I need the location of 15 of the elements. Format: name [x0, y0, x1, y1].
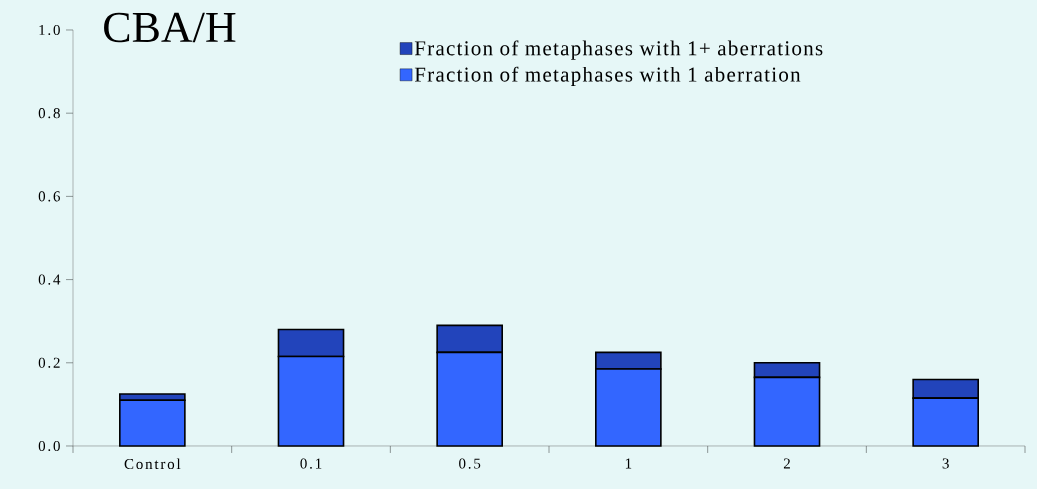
x-tick-label: Control — [124, 458, 181, 470]
x-tick-label: 3 — [942, 458, 949, 469]
y-tick-label: 0.0 — [38, 440, 60, 452]
y-tick-label: 1.0 — [39, 24, 60, 36]
y-tick-label: 0.8 — [38, 108, 60, 119]
y-tick-label: 0.6 — [38, 191, 61, 202]
x-tick-label: 2 — [783, 458, 790, 469]
chart-title: CBA/H — [104, 12, 236, 43]
y-tick-label: 0.4 — [38, 274, 61, 285]
x-tick-label: 0.1 — [300, 458, 322, 469]
legend-label: Fraction of metaphases with 1+ aberrations — [414, 40, 823, 60]
x-tick-label: 0.5 — [459, 458, 481, 469]
y-tick-label: 0.2 — [38, 357, 60, 368]
legend-label: Fraction of metaphases with 1 aberration — [414, 66, 801, 86]
x-tick-label: 1 — [625, 458, 632, 469]
